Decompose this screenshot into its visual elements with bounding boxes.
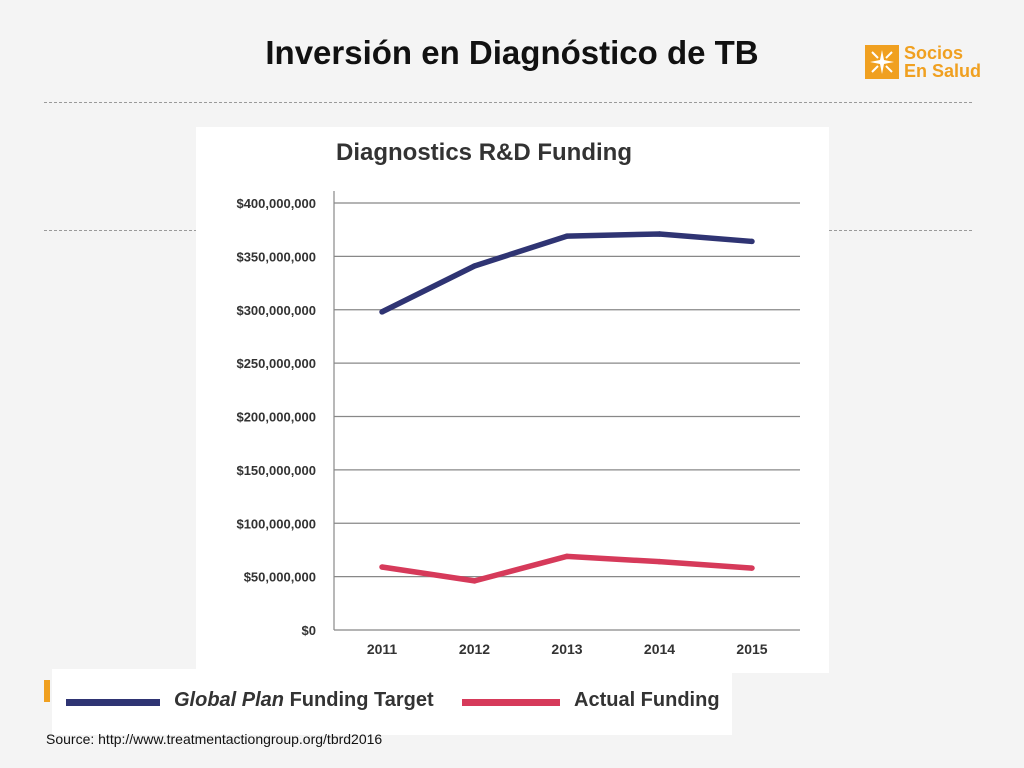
x-tick-label: 2014 bbox=[644, 641, 675, 657]
legend-label-target-italic: Global Plan bbox=[174, 689, 285, 711]
legend-label-target-rest: Funding Target bbox=[284, 689, 434, 711]
chart-panel: Diagnostics R&D Funding $0 $50,000,000 $10… bbox=[196, 127, 829, 673]
series-line-target bbox=[380, 231, 753, 315]
y-tick-label: $0 bbox=[302, 623, 316, 638]
y-tick-label: $300,000,000 bbox=[236, 303, 316, 318]
y-tick-label: $400,000,000 bbox=[236, 196, 316, 211]
legend-item-actual: Actual Funding bbox=[462, 689, 722, 715]
slide-title: Inversión en Diagnóstico de TB bbox=[265, 34, 759, 71]
decorative-orange-mark bbox=[44, 680, 50, 702]
chart-title: Diagnostics R&D Funding bbox=[336, 139, 632, 166]
data-point-actual bbox=[749, 565, 755, 571]
socios-en-salud-logo: Socios En Salud bbox=[864, 44, 984, 84]
y-tick-label: $100,000,000 bbox=[236, 516, 316, 531]
y-tick-label: $150,000,000 bbox=[236, 463, 316, 478]
legend-item-target: Global Plan Funding Target bbox=[66, 689, 446, 715]
data-point-target bbox=[749, 238, 755, 245]
legend-swatch-target bbox=[66, 699, 160, 706]
y-tick-label: $200,000,000 bbox=[236, 410, 316, 425]
chart-legend: Global Plan Funding Target Actual Fundin… bbox=[52, 669, 732, 735]
source-note: Source: http://www.treatmentactiongroup.… bbox=[46, 731, 383, 747]
socios-en-salud-logo-icon bbox=[865, 45, 899, 79]
x-tick-label: 2012 bbox=[459, 641, 490, 657]
legend-label-actual: Actual Funding bbox=[574, 689, 720, 711]
data-point-target bbox=[564, 233, 570, 239]
data-point-target bbox=[656, 231, 663, 237]
legend-swatch-actual bbox=[462, 699, 560, 706]
x-tick-label: 2013 bbox=[551, 641, 582, 657]
y-tick-label: $250,000,000 bbox=[236, 356, 316, 371]
logo-text-line2: En Salud bbox=[904, 61, 982, 81]
y-tick-label: $350,000,000 bbox=[236, 249, 316, 264]
x-tick-label: 2015 bbox=[736, 641, 767, 657]
logo-text-line1: Socios bbox=[904, 43, 964, 63]
data-point-target bbox=[471, 263, 478, 269]
line-chart: Diagnostics R&D Funding $0 $50,000,000 $10… bbox=[236, 139, 800, 657]
data-point-actual bbox=[471, 578, 478, 584]
data-point-target bbox=[379, 309, 385, 315]
legend-label-target: Global Plan Funding Target bbox=[174, 689, 434, 712]
data-point-actual bbox=[379, 564, 385, 570]
x-tick-label: 2011 bbox=[367, 641, 398, 657]
top-divider bbox=[44, 102, 972, 103]
y-tick-label: $50,000,000 bbox=[244, 570, 316, 585]
data-point-actual bbox=[656, 558, 663, 565]
data-point-actual bbox=[564, 553, 570, 560]
